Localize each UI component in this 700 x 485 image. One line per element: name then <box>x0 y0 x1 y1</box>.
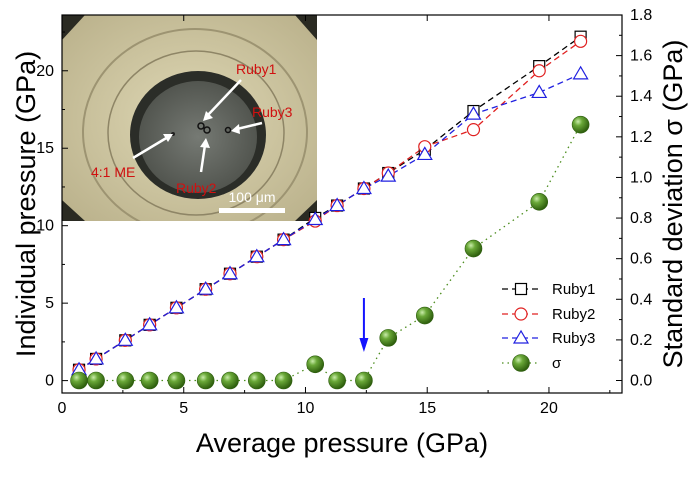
data-point-1-15 <box>532 64 546 78</box>
data-point-2-1 <box>88 350 105 365</box>
ruby3-pointer <box>236 121 263 131</box>
data-point-3-6 <box>221 371 239 390</box>
data-point-1-16 <box>574 34 588 48</box>
x-tick-label: 15 <box>418 400 436 417</box>
data-point-2-5 <box>197 281 214 295</box>
y-tick-label: 15 <box>36 140 54 157</box>
legend-label-1: Ruby2 <box>552 306 595 323</box>
gasket-ring-inner <box>107 50 285 216</box>
data-point-2-12 <box>380 167 397 182</box>
data-point-1-14 <box>466 123 481 137</box>
medium-pointer <box>132 135 169 160</box>
data-point-3-2 <box>116 371 135 390</box>
data-point-2-10 <box>329 197 346 212</box>
x-tick-label: 20 <box>540 400 558 417</box>
y2-tick-label: 1.8 <box>630 7 652 24</box>
data-point-3-12 <box>379 329 398 347</box>
y-axis-title: Individual pressure (GPa) <box>11 51 41 357</box>
legend-label-3: σ <box>552 355 562 372</box>
data-point-3-4 <box>167 371 186 390</box>
data-point-3-5 <box>196 371 215 390</box>
data-point-2-16 <box>572 65 589 80</box>
inset-micrograph: Ruby1 Ruby3 4:1 ME Ruby2 100 μm <box>62 15 317 221</box>
data-point-3-1 <box>87 371 105 390</box>
ruby2-particle <box>203 126 211 134</box>
ruby1-particle <box>197 122 205 130</box>
x-tick-label: 5 <box>179 400 188 417</box>
legend: Ruby1 Ruby2 Ruby3 σ <box>502 281 595 372</box>
y-tick-label: 0 <box>45 373 54 390</box>
ruby3-particle <box>224 126 232 134</box>
data-point-3-7 <box>247 371 266 390</box>
data-point-2-15 <box>531 84 548 99</box>
data-point-3-15 <box>530 193 549 211</box>
y-tick-label: 20 <box>36 63 54 80</box>
x-tick-label: 0 <box>58 400 67 417</box>
legend-label-0: Ruby1 <box>552 281 595 298</box>
data-point-2-2 <box>117 332 134 346</box>
data-point-2-6 <box>221 265 239 280</box>
y2-tick-label: 0.8 <box>630 210 652 227</box>
data-point-3-10 <box>328 371 346 390</box>
y2-tick-label: 1.6 <box>630 48 652 65</box>
data-point-3-13 <box>415 306 434 325</box>
inset-label-ruby1: Ruby1 <box>236 61 277 77</box>
inset-label-ruby2: Ruby2 <box>176 180 217 196</box>
y2-tick-label: 1.4 <box>630 88 652 105</box>
y2-tick-label: 1.0 <box>630 169 652 186</box>
ruby2-pointer <box>199 144 207 173</box>
y-tick-label: 5 <box>45 295 54 312</box>
data-point-3-9 <box>306 355 325 374</box>
transition-arrow-head <box>359 338 369 352</box>
inset-label-ruby3: Ruby3 <box>252 104 293 120</box>
legend-marker-1 <box>514 307 528 321</box>
gasket-ring <box>82 28 308 221</box>
legend-label-2: Ruby3 <box>552 330 595 347</box>
scale-bar-label: 100 μm <box>229 189 276 205</box>
sample-chamber <box>139 81 257 193</box>
data-point-3-11 <box>355 371 373 390</box>
legend-marker-2 <box>512 329 530 344</box>
legend-marker-0 <box>514 282 528 296</box>
y2-axis-title: Standard deviation σ (GPa) <box>658 40 688 369</box>
y2-tick-label: 1.2 <box>630 129 652 146</box>
data-point-3-14 <box>464 239 483 258</box>
y2-tick-label: 0.4 <box>630 291 652 308</box>
x-axis-title: Average pressure (GPa) <box>196 428 488 458</box>
axis-ticks: 0 5 10 15 20 0 5 10 15 20 0.0 0.2 0.4 0.6 0.8 1.0 1.2 1.4… <box>36 7 652 417</box>
x-tick-label: 10 <box>297 400 315 417</box>
plot-frame <box>61 14 623 394</box>
data-point-2-9 <box>307 211 324 226</box>
data-point-3-8 <box>274 371 293 390</box>
scale-bar <box>219 208 285 213</box>
transition-arrow <box>359 298 369 352</box>
data-point-2-11 <box>355 180 372 195</box>
data-point-2-13 <box>416 146 433 161</box>
data-point-2-14 <box>465 105 482 120</box>
data-point-2-4 <box>168 299 185 314</box>
ruby1-pointer <box>206 79 242 117</box>
data-point-3-0 <box>70 371 88 390</box>
y2-tick-label: 0.6 <box>630 251 652 268</box>
data-point-2-8 <box>275 231 292 246</box>
y-tick-label: 10 <box>36 218 54 235</box>
series-markers <box>70 30 590 390</box>
y2-tick-label: 0.2 <box>630 332 652 349</box>
data-point-3-3 <box>140 371 159 390</box>
y2-tick-label: 0.0 <box>630 373 652 390</box>
data-point-3-16 <box>571 115 590 134</box>
data-point-2-3 <box>141 316 158 331</box>
legend-marker-3 <box>512 354 530 372</box>
data-point-2-7 <box>248 248 265 263</box>
inset-label-medium: 4:1 ME <box>91 164 135 180</box>
